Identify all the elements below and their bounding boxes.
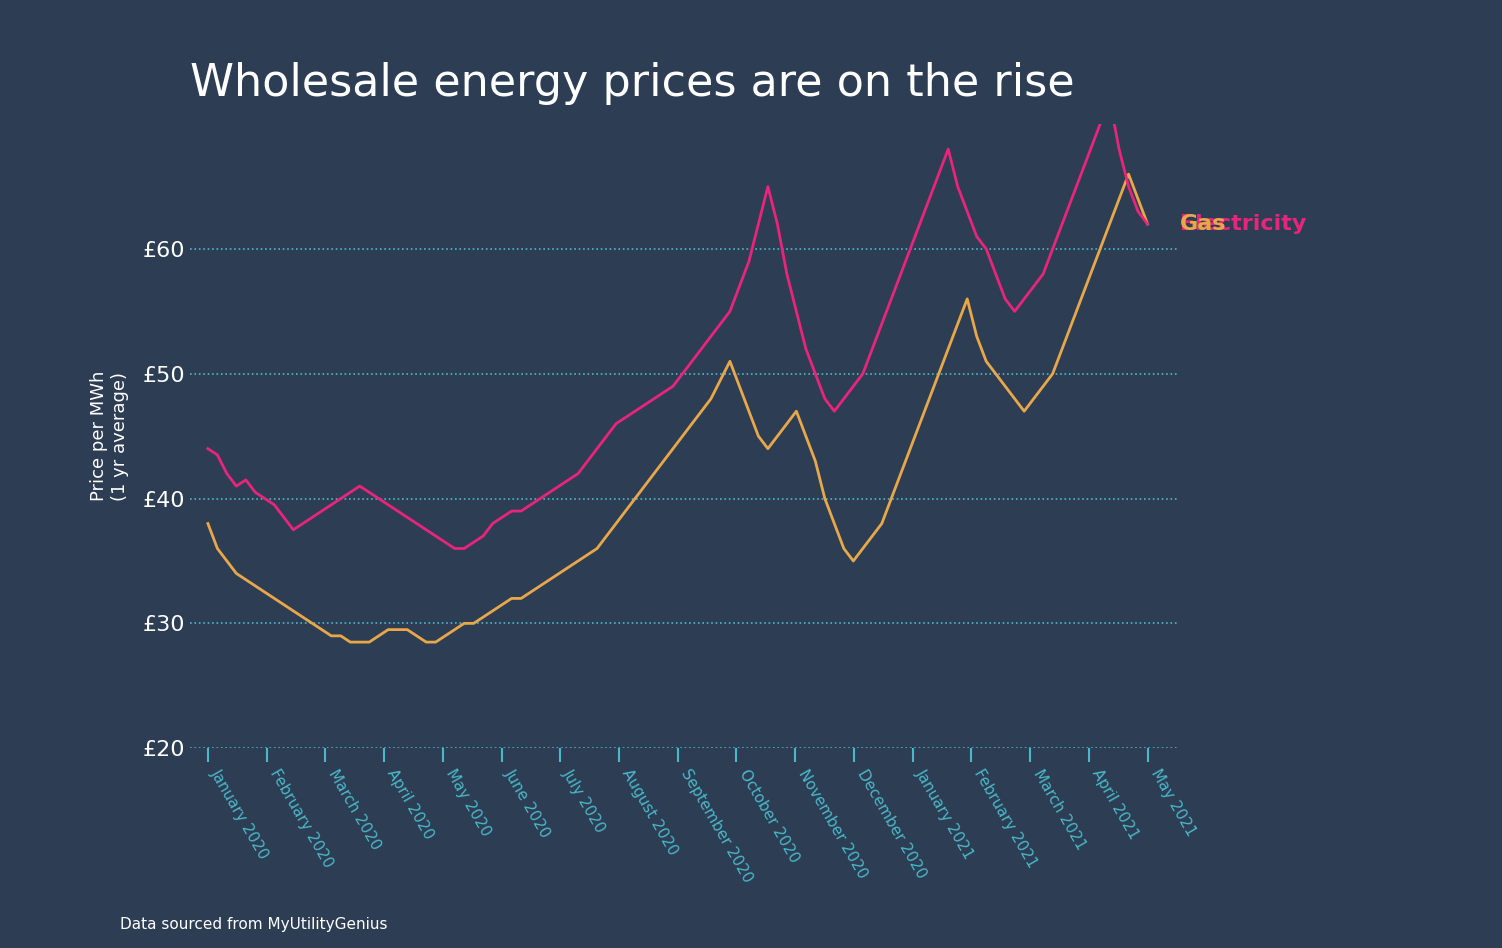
Text: Gas: Gas (1181, 214, 1226, 234)
Text: Wholesale energy prices are on the rise: Wholesale energy prices are on the rise (191, 63, 1075, 105)
Text: Electricity: Electricity (1181, 214, 1307, 234)
Text: Data sourced from MyUtilityGenius: Data sourced from MyUtilityGenius (120, 917, 388, 932)
Y-axis label: Price per MWh
(1 yr average): Price per MWh (1 yr average) (90, 371, 129, 501)
